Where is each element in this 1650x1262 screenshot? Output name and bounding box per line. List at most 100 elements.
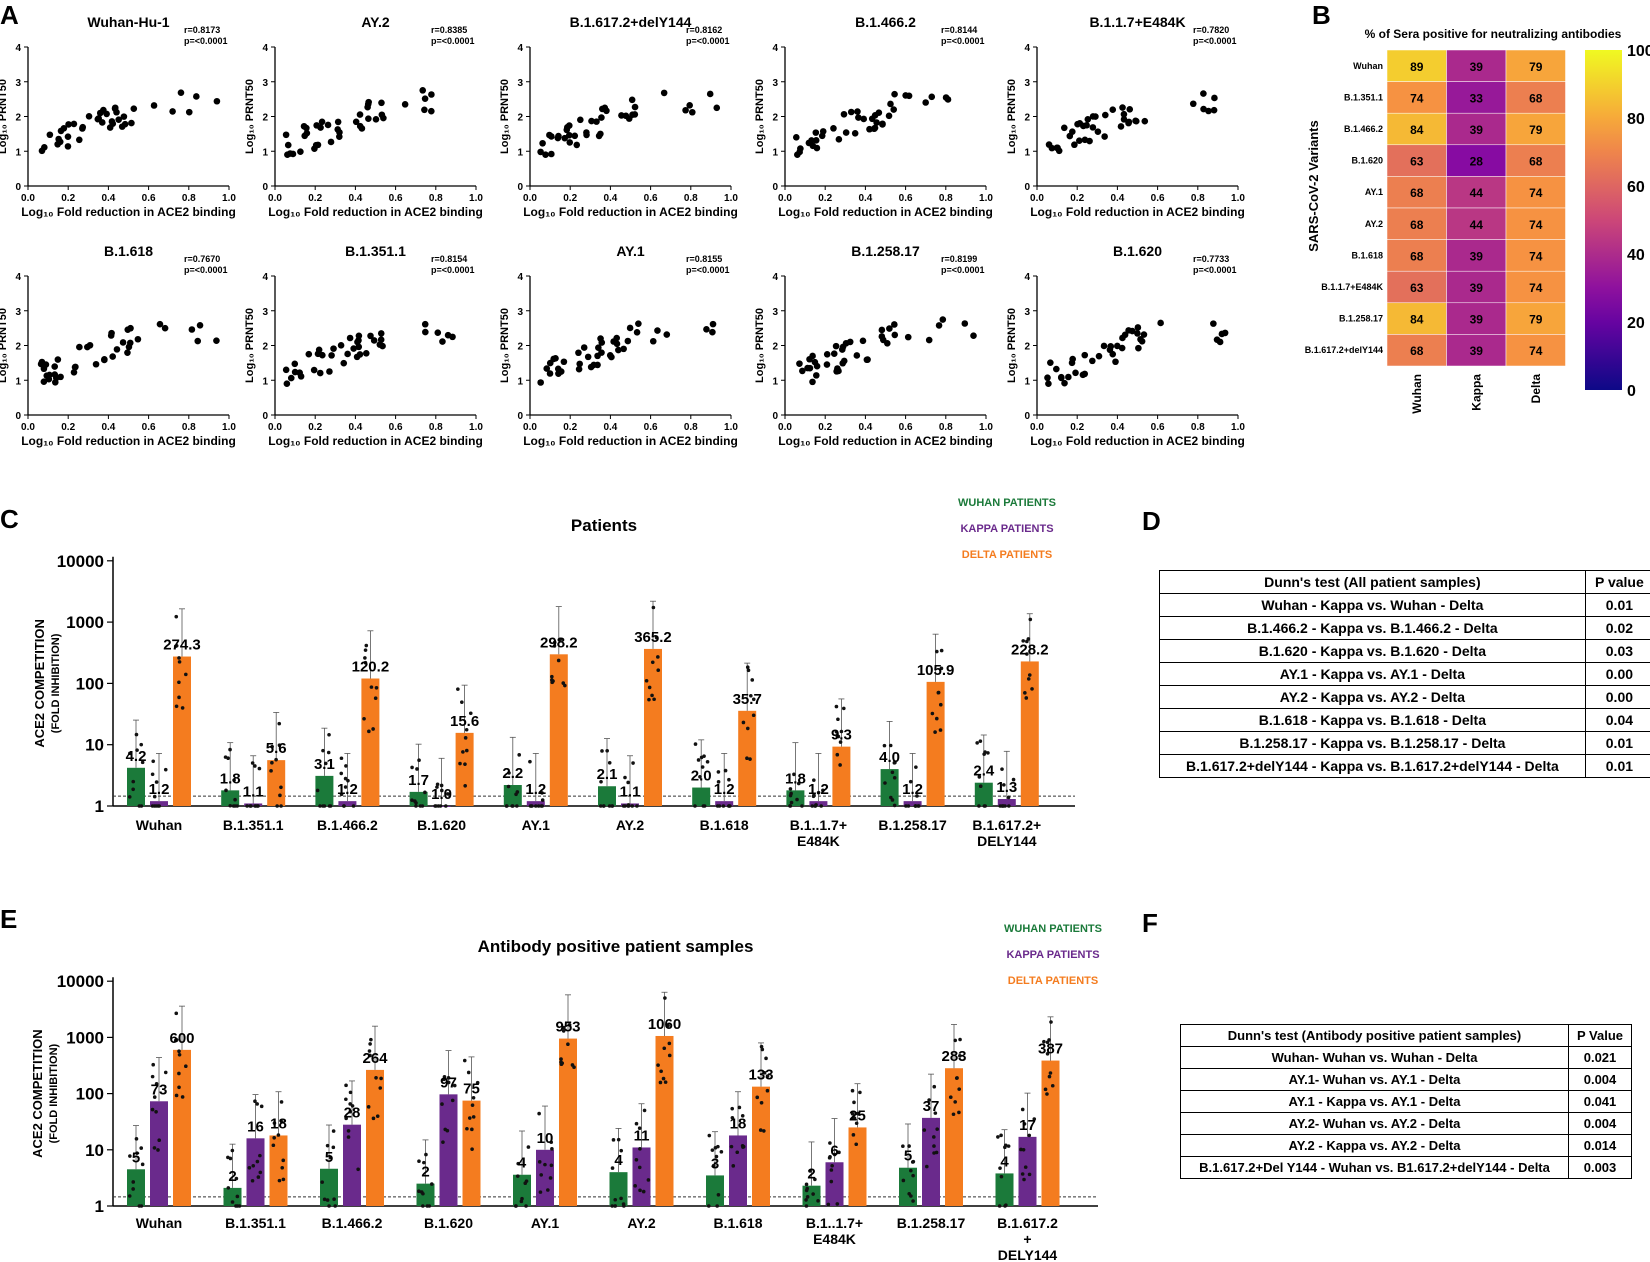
data-point xyxy=(996,1135,1000,1139)
scatter-point xyxy=(799,367,806,375)
heatmap-panel-b: % of Sera positive for neutralizing anti… xyxy=(1305,27,1650,414)
bar-value-label-kappa: 37 xyxy=(923,1098,940,1115)
scatter-point xyxy=(560,358,568,366)
scatter-point xyxy=(428,91,435,98)
table-row: B.1.258.17 - Kappa vs. B.1.258.17 - Delt… xyxy=(1159,731,1650,755)
scatter-point xyxy=(854,108,861,115)
data-point xyxy=(150,1074,155,1079)
scatter-point xyxy=(595,132,603,140)
data-point xyxy=(765,1074,770,1078)
data-point xyxy=(693,742,698,746)
y-axis-label: Log₁₀ PRNT50 xyxy=(1006,79,1018,154)
scatter-point xyxy=(557,368,565,375)
bar-value-label-wuhan: 2 xyxy=(228,1168,236,1185)
data-point xyxy=(536,804,541,808)
data-point xyxy=(892,761,897,765)
data-point xyxy=(346,1129,351,1133)
bar-kappa xyxy=(244,803,263,806)
x-category-label: E484K xyxy=(797,833,840,849)
data-point xyxy=(549,1163,554,1168)
data-point xyxy=(917,804,921,808)
data-point xyxy=(440,1102,444,1106)
data-point xyxy=(750,678,755,682)
bar-kappa xyxy=(439,1094,458,1206)
bar-delta xyxy=(267,760,286,806)
bar-value-label-kappa: 1.2 xyxy=(808,781,829,798)
x-tick-label: 0.8 xyxy=(684,422,698,433)
table-row: B.1.618 - Kappa vs. B.1.618 - Delta 0.04 xyxy=(1159,708,1650,732)
scatter-point xyxy=(537,148,544,156)
colorbar-tick-label: 100 xyxy=(1627,43,1650,60)
y-tick-label: 4 xyxy=(262,272,268,283)
data-point xyxy=(711,1163,716,1168)
heatmap-cell-value: 39 xyxy=(1470,123,1484,137)
data-point xyxy=(800,804,804,808)
data-point xyxy=(821,788,825,793)
heatmap-cell xyxy=(1446,112,1507,146)
data-point xyxy=(470,1103,475,1107)
scatter-point xyxy=(419,87,427,94)
bar-value-label-wuhan: 4 xyxy=(614,1152,623,1169)
data-point xyxy=(1002,783,1006,787)
bar-delta xyxy=(269,1135,288,1206)
data-point xyxy=(812,778,816,782)
scatter-point xyxy=(71,363,79,371)
data-point xyxy=(504,804,509,808)
scatter-point xyxy=(1072,369,1079,377)
data-point xyxy=(911,1199,915,1203)
data-point xyxy=(641,1189,646,1194)
data-point xyxy=(515,790,520,794)
table-cell: 0.04 xyxy=(1584,708,1650,732)
x-tick-label: 0.4 xyxy=(1110,422,1124,433)
data-point xyxy=(909,1168,913,1173)
data-point xyxy=(344,1097,348,1102)
scatter-point xyxy=(832,342,840,350)
data-point xyxy=(935,1127,940,1131)
data-point xyxy=(362,716,366,721)
data-point xyxy=(279,804,283,808)
scatter-point xyxy=(283,380,291,388)
data-point xyxy=(177,1071,181,1076)
data-point xyxy=(526,1145,531,1149)
data-point xyxy=(442,1074,447,1079)
scatter-point xyxy=(713,104,721,112)
scatter-point xyxy=(185,108,193,116)
y-axis-label: Log₁₀ PRNT50 xyxy=(499,308,511,383)
x-tick-label: 0.4 xyxy=(858,422,872,433)
data-point xyxy=(320,1180,325,1184)
data-point xyxy=(140,1162,145,1167)
scatter-point xyxy=(809,378,816,386)
x-tick-label: 0.2 xyxy=(563,193,577,204)
data-point xyxy=(425,1204,430,1208)
x-tick-label: 0.4 xyxy=(348,422,362,433)
scatter-point xyxy=(839,359,847,367)
scatter-point xyxy=(891,321,898,328)
data-point xyxy=(958,1054,962,1058)
scatter-point xyxy=(350,345,357,352)
scatter-point xyxy=(620,345,627,353)
data-point xyxy=(128,751,132,756)
data-point xyxy=(619,1148,624,1153)
scatter-point xyxy=(85,113,93,120)
data-point xyxy=(939,648,944,653)
scatter-point xyxy=(905,92,913,100)
data-point xyxy=(270,760,274,765)
data-point xyxy=(835,752,840,757)
heatmap-cell xyxy=(1446,270,1507,304)
data-point xyxy=(762,1071,767,1075)
data-point xyxy=(716,1192,721,1197)
scatter-point xyxy=(124,349,131,356)
scatter-point xyxy=(1060,124,1068,132)
scatter-point xyxy=(537,379,544,386)
data-point xyxy=(516,1161,521,1166)
bar-kappa xyxy=(715,801,734,806)
data-point xyxy=(1027,1172,1032,1177)
scatter-point xyxy=(92,360,100,368)
scatter-point xyxy=(575,365,583,373)
heatmap-cell xyxy=(1446,81,1507,114)
data-point xyxy=(829,1168,834,1172)
scatter-point xyxy=(891,331,899,339)
heatmap-cell-value: 79 xyxy=(1529,123,1543,137)
bar-value-label-delta: 283 xyxy=(941,1048,966,1065)
scatter-point xyxy=(548,150,555,158)
